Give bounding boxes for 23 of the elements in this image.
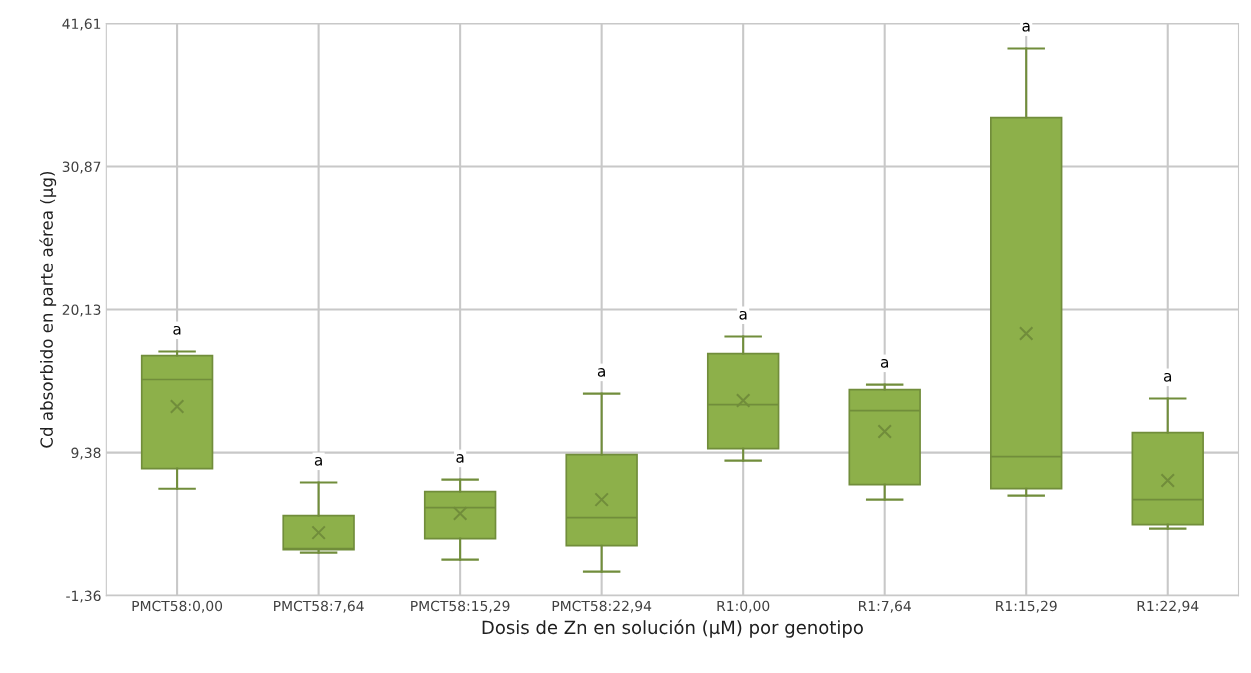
y-axis-title: Cd absorbido en parte aérea (µg): [39, 171, 57, 448]
annotation: a: [597, 368, 605, 377]
annotation: a: [173, 325, 181, 335]
x-tick-label: PMCT58:22,94: [552, 600, 652, 613]
x-tick-label: R1:22,94: [1137, 600, 1199, 613]
x-axis-title: Dosis de Zn en solución (µM) por genotipo: [482, 619, 863, 638]
y-tick-label: 30,87: [62, 161, 101, 174]
annotation: a: [1163, 372, 1172, 382]
annotation: a: [314, 456, 322, 466]
y-tick-label: 20,13: [62, 304, 101, 317]
annotation: a: [456, 454, 464, 463]
y-tick-label: 41,61: [62, 18, 101, 31]
y-tick-label: -1,36: [66, 590, 101, 603]
y-tick-label: 9,38: [71, 447, 101, 460]
x-tick-label: R1:15,29: [996, 600, 1057, 613]
annotation: a: [739, 310, 747, 320]
x-tick-label: R1:0,00: [717, 600, 770, 613]
x-tick-label: R1:7,64: [859, 600, 911, 613]
annotation: a: [880, 358, 888, 368]
x-tick-label: PMCT58:7,64: [274, 600, 364, 613]
x-tick-label: PMCT58:15,29: [411, 600, 510, 613]
annotation: a: [1022, 22, 1030, 32]
x-tick-label: PMCT58:0,00: [132, 600, 223, 613]
